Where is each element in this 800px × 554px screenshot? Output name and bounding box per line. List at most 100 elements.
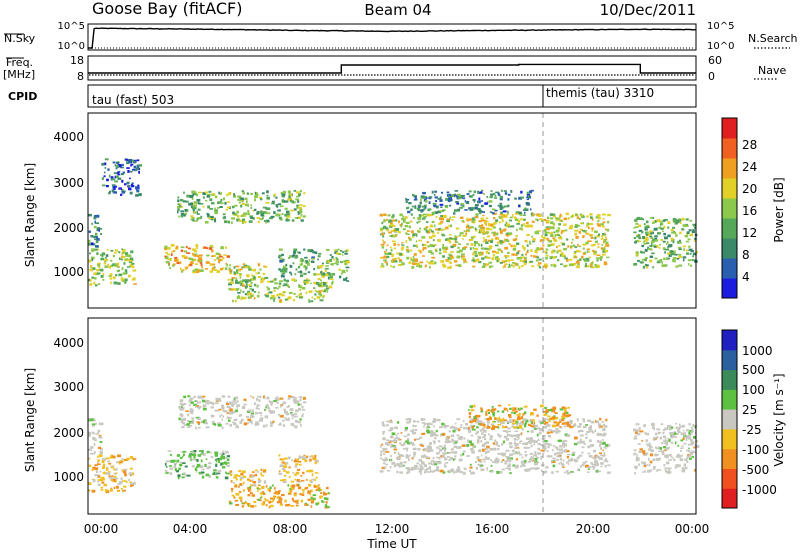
power-cell xyxy=(405,200,408,203)
velocity-cell xyxy=(676,455,680,458)
velocity-cell xyxy=(510,434,514,438)
velocity-cell xyxy=(579,423,582,426)
power-cell xyxy=(257,291,260,294)
velocity-cell xyxy=(210,455,214,458)
power-cell xyxy=(283,270,285,273)
velocity-cell xyxy=(521,415,524,419)
velocity-cell xyxy=(582,425,587,429)
velocity-cb-tick-100: 100 xyxy=(742,383,765,397)
velocity-cell xyxy=(224,410,227,413)
power-cell xyxy=(290,199,292,203)
power-cell xyxy=(642,265,646,269)
velocity-cell xyxy=(274,486,276,490)
velocity-cell xyxy=(520,465,522,468)
cpid-panel: CPID tau (fast) 503 themis (tau) 3310 xyxy=(8,84,697,108)
velocity-cell xyxy=(579,454,583,457)
power-cell xyxy=(210,215,214,218)
power-cell xyxy=(532,237,535,240)
velocity-cell xyxy=(567,462,570,465)
velocity-cell xyxy=(121,458,124,461)
power-cell xyxy=(127,169,130,173)
power-cell xyxy=(121,267,124,271)
velocity-cell xyxy=(602,428,604,432)
power-cell xyxy=(254,198,256,202)
power-cell xyxy=(429,261,434,265)
power-cell xyxy=(101,163,105,166)
velocity-cell xyxy=(256,398,259,401)
power-cell xyxy=(278,268,281,271)
power-cell xyxy=(515,253,518,257)
velocity-cell xyxy=(681,425,684,428)
velocity-cell xyxy=(501,410,505,413)
velocity-cell xyxy=(509,407,512,410)
power-cell xyxy=(268,291,273,294)
power-cell xyxy=(176,210,179,214)
power-cell xyxy=(523,218,526,221)
velocity-cell xyxy=(599,440,603,444)
velocity-cell xyxy=(180,408,182,411)
velocity-cell xyxy=(475,431,479,434)
power-cell xyxy=(519,227,523,230)
power-cell xyxy=(250,281,253,285)
power-cell xyxy=(405,221,410,224)
velocity-cell xyxy=(423,454,426,458)
power-cell xyxy=(485,222,487,226)
velocity-cell xyxy=(389,435,394,439)
velocity-cell xyxy=(509,445,513,449)
power-cell xyxy=(202,196,205,199)
velocity-cell xyxy=(261,491,264,494)
power-cell xyxy=(590,237,594,239)
power-cell xyxy=(174,256,178,259)
power-cell xyxy=(167,247,171,250)
power-cell xyxy=(506,239,510,243)
power-cell xyxy=(273,278,277,281)
velocity-cell xyxy=(224,476,229,480)
power-cell xyxy=(390,248,393,252)
power-cell xyxy=(281,294,285,297)
power-cell xyxy=(559,216,561,219)
power-cell xyxy=(468,227,472,229)
power-cell xyxy=(485,263,488,267)
power-cell xyxy=(307,271,311,274)
velocity-cell xyxy=(540,404,544,408)
velocity-cell xyxy=(668,471,672,474)
power-cell xyxy=(244,293,247,296)
velocity-cell xyxy=(305,455,309,459)
power-cell xyxy=(659,220,663,223)
power-cell xyxy=(647,226,650,229)
power-cell xyxy=(480,204,484,208)
power-cell xyxy=(383,225,387,229)
power-cell xyxy=(380,243,385,246)
velocity-cell xyxy=(635,429,640,432)
power-cell xyxy=(289,265,293,268)
power-cell xyxy=(177,196,180,199)
velocity-cell xyxy=(513,441,516,445)
power-cell xyxy=(281,193,286,196)
power-cell xyxy=(499,227,502,231)
velocity-cell xyxy=(657,469,662,471)
power-cell xyxy=(664,264,667,267)
power-cell xyxy=(477,200,480,203)
power-cell xyxy=(561,242,566,246)
power-cell xyxy=(323,273,328,277)
power-cell xyxy=(227,279,230,281)
velocity-cell xyxy=(553,452,557,456)
power-cell xyxy=(121,173,124,176)
velocity-cell xyxy=(95,433,98,435)
velocity-cell xyxy=(600,462,604,465)
velocity-cell xyxy=(562,442,564,446)
power-cell xyxy=(534,250,537,253)
power-cell xyxy=(683,248,686,251)
velocity-cell xyxy=(518,424,523,428)
power-cell xyxy=(518,265,521,269)
power-cell xyxy=(685,232,688,236)
power-cell xyxy=(429,214,434,217)
velocity-cell xyxy=(470,409,475,412)
velocity-cell xyxy=(94,451,96,454)
power-ytick-1000: 1000 xyxy=(53,265,84,279)
power-cell xyxy=(343,260,346,263)
power-cell xyxy=(481,219,485,222)
velocity-cell xyxy=(296,468,301,471)
velocity-cell xyxy=(508,416,512,419)
velocity-cell xyxy=(540,449,545,452)
